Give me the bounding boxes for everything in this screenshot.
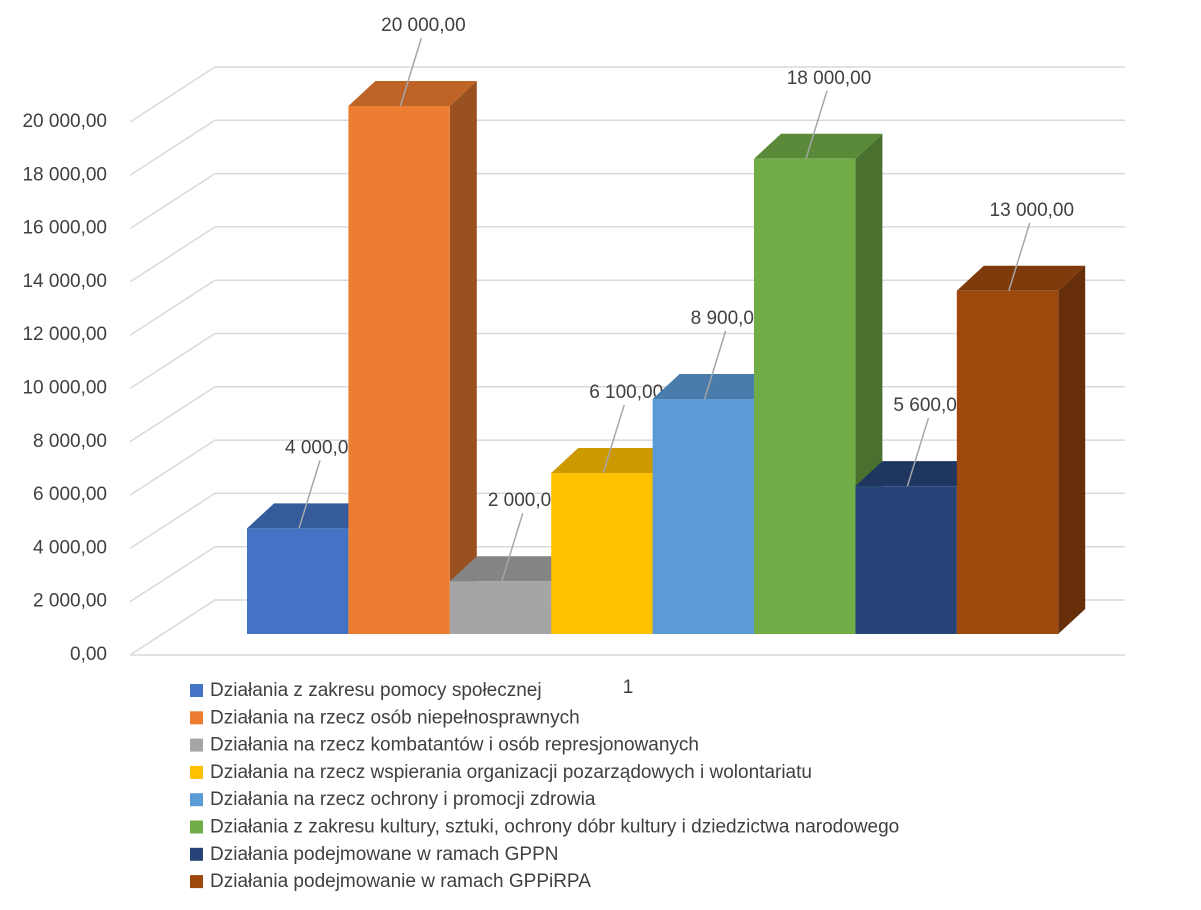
legend-label: Działania z zakresu pomocy społecznej bbox=[210, 680, 542, 701]
data-label: 6 100,00 bbox=[589, 382, 663, 403]
bar-top bbox=[652, 374, 781, 400]
grid-line bbox=[129, 172, 1125, 230]
legend-label: Działania na rzecz osób niepełnosprawnyc… bbox=[210, 707, 580, 728]
data-label: 13 000,00 bbox=[990, 200, 1075, 221]
bar bbox=[348, 106, 450, 634]
bar-top bbox=[449, 556, 579, 582]
grid-line bbox=[129, 66, 1125, 123]
legend-swatch bbox=[190, 738, 203, 752]
bar-top bbox=[551, 447, 680, 473]
y-tick-label: 6 000,00 bbox=[33, 484, 107, 505]
y-tick-label: 14 000,00 bbox=[22, 271, 107, 292]
bar-side bbox=[1058, 265, 1086, 634]
x-tick-label: 1 bbox=[623, 677, 634, 698]
y-tick-label: 2 000,00 bbox=[33, 591, 107, 612]
legend-swatch bbox=[190, 793, 203, 807]
y-tick-label: 4 000,00 bbox=[33, 537, 107, 558]
data-label: 8 900,00 bbox=[691, 308, 765, 329]
grid-line bbox=[129, 119, 1125, 176]
y-tick-label: 18 000,00 bbox=[22, 164, 107, 185]
bar bbox=[652, 399, 754, 634]
legend-label: Działania na rzecz wspierania organizacj… bbox=[210, 762, 812, 783]
bar-top bbox=[247, 503, 376, 529]
legend-swatch bbox=[190, 820, 203, 834]
bar-side bbox=[449, 81, 477, 634]
bar bbox=[956, 290, 1059, 634]
leader-line bbox=[399, 37, 423, 107]
y-tick-label: 20 000,00 bbox=[22, 111, 107, 132]
bar-top bbox=[754, 133, 883, 159]
legend-swatch bbox=[190, 847, 203, 861]
y-tick-label: 12 000,00 bbox=[22, 324, 107, 345]
y-tick-label: 10 000,00 bbox=[22, 378, 107, 399]
y-tick-label: 16 000,00 bbox=[22, 218, 107, 239]
bar bbox=[855, 486, 957, 634]
data-label: 20 000,00 bbox=[381, 15, 466, 36]
legend-label: Działania na rzecz kombatantów i osób re… bbox=[210, 735, 699, 756]
leader-line bbox=[298, 460, 321, 529]
bar bbox=[754, 158, 856, 635]
legend-label: Działania na rzecz ochrony i promocji zd… bbox=[210, 789, 596, 810]
leader-line bbox=[1008, 222, 1031, 292]
bar-top bbox=[855, 461, 984, 487]
legend-swatch bbox=[190, 711, 203, 725]
leader-line bbox=[906, 417, 930, 487]
bar-top bbox=[956, 265, 1086, 291]
legend-label: Działania z zakresu kultury, sztuki, och… bbox=[210, 817, 899, 838]
legend-swatch bbox=[190, 875, 203, 889]
leader-line bbox=[805, 90, 828, 160]
legend-swatch bbox=[190, 765, 203, 779]
data-label: 4 000,00 bbox=[285, 437, 359, 458]
bar bbox=[449, 581, 552, 634]
leader-line bbox=[703, 330, 727, 400]
bar bbox=[247, 528, 349, 634]
bar bbox=[551, 472, 653, 634]
legend-label: Działania podejmowane w ramach GPPN bbox=[210, 844, 559, 865]
leader-line bbox=[602, 404, 625, 474]
y-tick-label: 0,00 bbox=[70, 644, 107, 665]
data-label: 18 000,00 bbox=[787, 68, 872, 89]
y-tick-label: 8 000,00 bbox=[33, 431, 107, 452]
bar-top bbox=[348, 81, 477, 106]
legend-label: Działania podejmowanie w ramach GPPiRPA bbox=[210, 871, 591, 892]
data-label: 2 000,00 bbox=[488, 490, 562, 511]
legend-swatch bbox=[190, 684, 203, 697]
data-label: 5 600,00 bbox=[893, 395, 967, 416]
leader-line bbox=[501, 512, 524, 582]
